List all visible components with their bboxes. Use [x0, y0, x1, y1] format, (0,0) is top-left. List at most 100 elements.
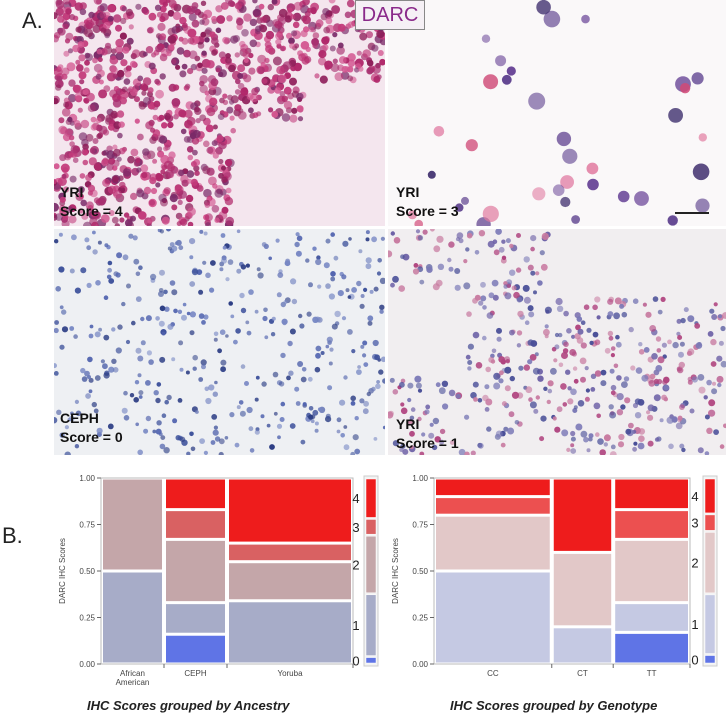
cell-mark — [77, 186, 85, 194]
cell-mark — [610, 444, 616, 450]
cell-mark — [618, 433, 625, 441]
cell-mark — [311, 38, 319, 46]
cell-mark — [163, 187, 171, 195]
cell-mark — [663, 376, 670, 384]
cell-mark — [199, 75, 208, 84]
cell-mark — [593, 402, 601, 410]
micrograph-label: YRI Score = 1 — [396, 415, 459, 453]
cell-mark — [501, 255, 507, 260]
cell-mark — [54, 202, 59, 212]
cell-mark — [90, 116, 97, 123]
cell-mark — [156, 420, 162, 426]
cell-mark — [181, 63, 188, 70]
cell-mark — [577, 400, 585, 407]
cell-mark — [277, 74, 287, 84]
cell-mark — [187, 37, 195, 45]
cell-mark — [61, 67, 70, 76]
cell-mark — [478, 300, 484, 306]
cell-mark — [392, 389, 399, 395]
micrograph-image — [407, 0, 710, 226]
cell-mark — [283, 86, 292, 95]
cell-mark — [148, 359, 154, 365]
cell-mark — [221, 257, 227, 264]
cell-mark — [212, 124, 218, 130]
cell-mark — [281, 95, 288, 103]
cell-mark — [100, 27, 107, 34]
cell-mark — [379, 38, 385, 46]
cell-mark — [203, 314, 209, 320]
cell-mark — [263, 307, 268, 313]
cell-mark — [102, 157, 109, 165]
stain-title: DARC — [355, 0, 425, 30]
cell-mark — [205, 222, 212, 226]
cell-mark — [484, 407, 490, 412]
cell-mark — [81, 212, 89, 220]
cell-mark — [72, 44, 80, 53]
cell-mark — [237, 111, 247, 120]
cell-mark — [222, 93, 228, 99]
cell-mark — [573, 378, 579, 384]
cell-mark — [249, 18, 258, 27]
micrograph-ceph-score0: CEPH Score = 0 — [54, 229, 385, 455]
cell-mark — [213, 425, 218, 430]
chart-caption-genotype: IHC Scores grouped by Genotype — [450, 698, 658, 713]
cell-mark — [256, 267, 261, 272]
cell-mark — [498, 378, 504, 384]
cell-mark — [496, 336, 502, 342]
cell-mark — [448, 389, 456, 397]
cell-mark — [72, 84, 81, 93]
cell-mark — [357, 66, 364, 72]
cell-mark — [330, 232, 336, 237]
legend-swatch — [704, 478, 716, 514]
cell-mark — [55, 84, 62, 91]
cell-mark — [83, 67, 90, 73]
cell-mark — [179, 16, 187, 25]
cell-mark — [523, 364, 530, 371]
cell-mark — [314, 316, 321, 323]
cell-mark — [87, 184, 96, 192]
cell-mark — [110, 110, 118, 119]
cell-mark — [215, 5, 223, 13]
cell-mark — [228, 301, 233, 306]
cell-mark — [275, 238, 280, 243]
cell-mark — [124, 219, 133, 226]
cell-mark — [663, 397, 668, 402]
cell-mark — [261, 381, 267, 387]
cell-mark — [234, 89, 241, 95]
cell-mark — [155, 89, 164, 99]
cell-mark — [69, 326, 75, 331]
cell-mark — [523, 256, 530, 263]
cell-mark — [158, 114, 165, 121]
cell-mark — [63, 50, 70, 57]
cell-mark — [227, 259, 234, 265]
cell-mark — [275, 32, 283, 40]
cell-mark — [134, 96, 140, 103]
cell-mark — [283, 300, 288, 304]
cell-mark — [159, 229, 164, 234]
cell-mark — [402, 253, 410, 261]
cell-mark — [609, 411, 617, 419]
cell-mark — [634, 398, 641, 405]
cell-mark — [379, 277, 385, 285]
cell-mark — [140, 164, 149, 173]
cell-mark — [220, 359, 227, 366]
cell-mark — [641, 374, 649, 382]
cell-mark — [138, 395, 143, 399]
cell-mark — [347, 329, 353, 335]
cell-mark — [298, 313, 303, 319]
cell-mark — [362, 408, 369, 415]
cell-mark — [570, 448, 577, 454]
cell-mark — [179, 367, 184, 372]
cell-mark — [82, 149, 89, 156]
cell-mark — [85, 133, 94, 142]
cell-mark — [112, 99, 122, 108]
micrograph-score: Score = 4 — [60, 203, 123, 219]
cell-mark — [371, 236, 377, 243]
cell-mark — [516, 233, 521, 238]
micrograph-score: Score = 3 — [396, 203, 459, 219]
cell-mark — [204, 213, 213, 222]
cell-mark — [234, 104, 242, 112]
cell-mark — [225, 57, 232, 64]
micrograph-image — [54, 229, 385, 455]
cell-mark — [661, 342, 667, 348]
